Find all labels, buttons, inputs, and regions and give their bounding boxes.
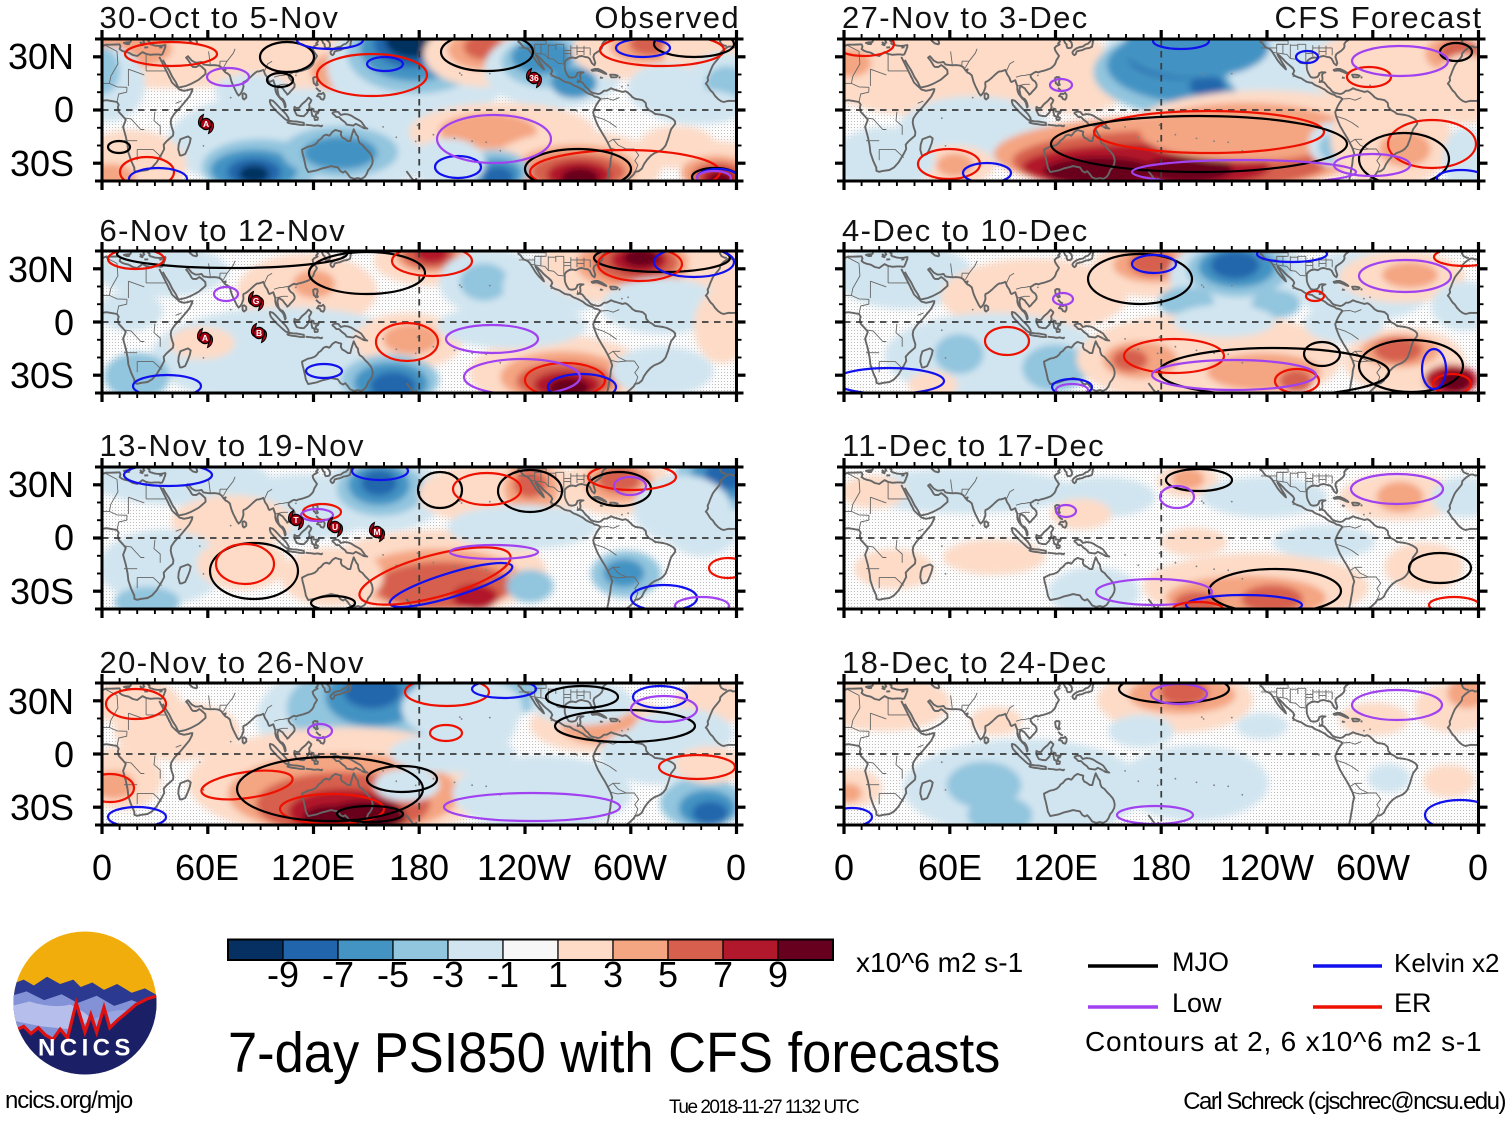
svg-text:36: 36: [529, 73, 539, 83]
svg-text:G: G: [252, 296, 259, 306]
svg-text:B: B: [255, 328, 261, 338]
svg-text:T: T: [293, 515, 299, 525]
svg-text:M: M: [373, 527, 380, 537]
svg-text:A: A: [202, 119, 208, 129]
svg-text:A: A: [201, 333, 207, 343]
svg-text:NCICS: NCICS: [38, 1035, 135, 1062]
svg-text:U: U: [331, 522, 337, 532]
